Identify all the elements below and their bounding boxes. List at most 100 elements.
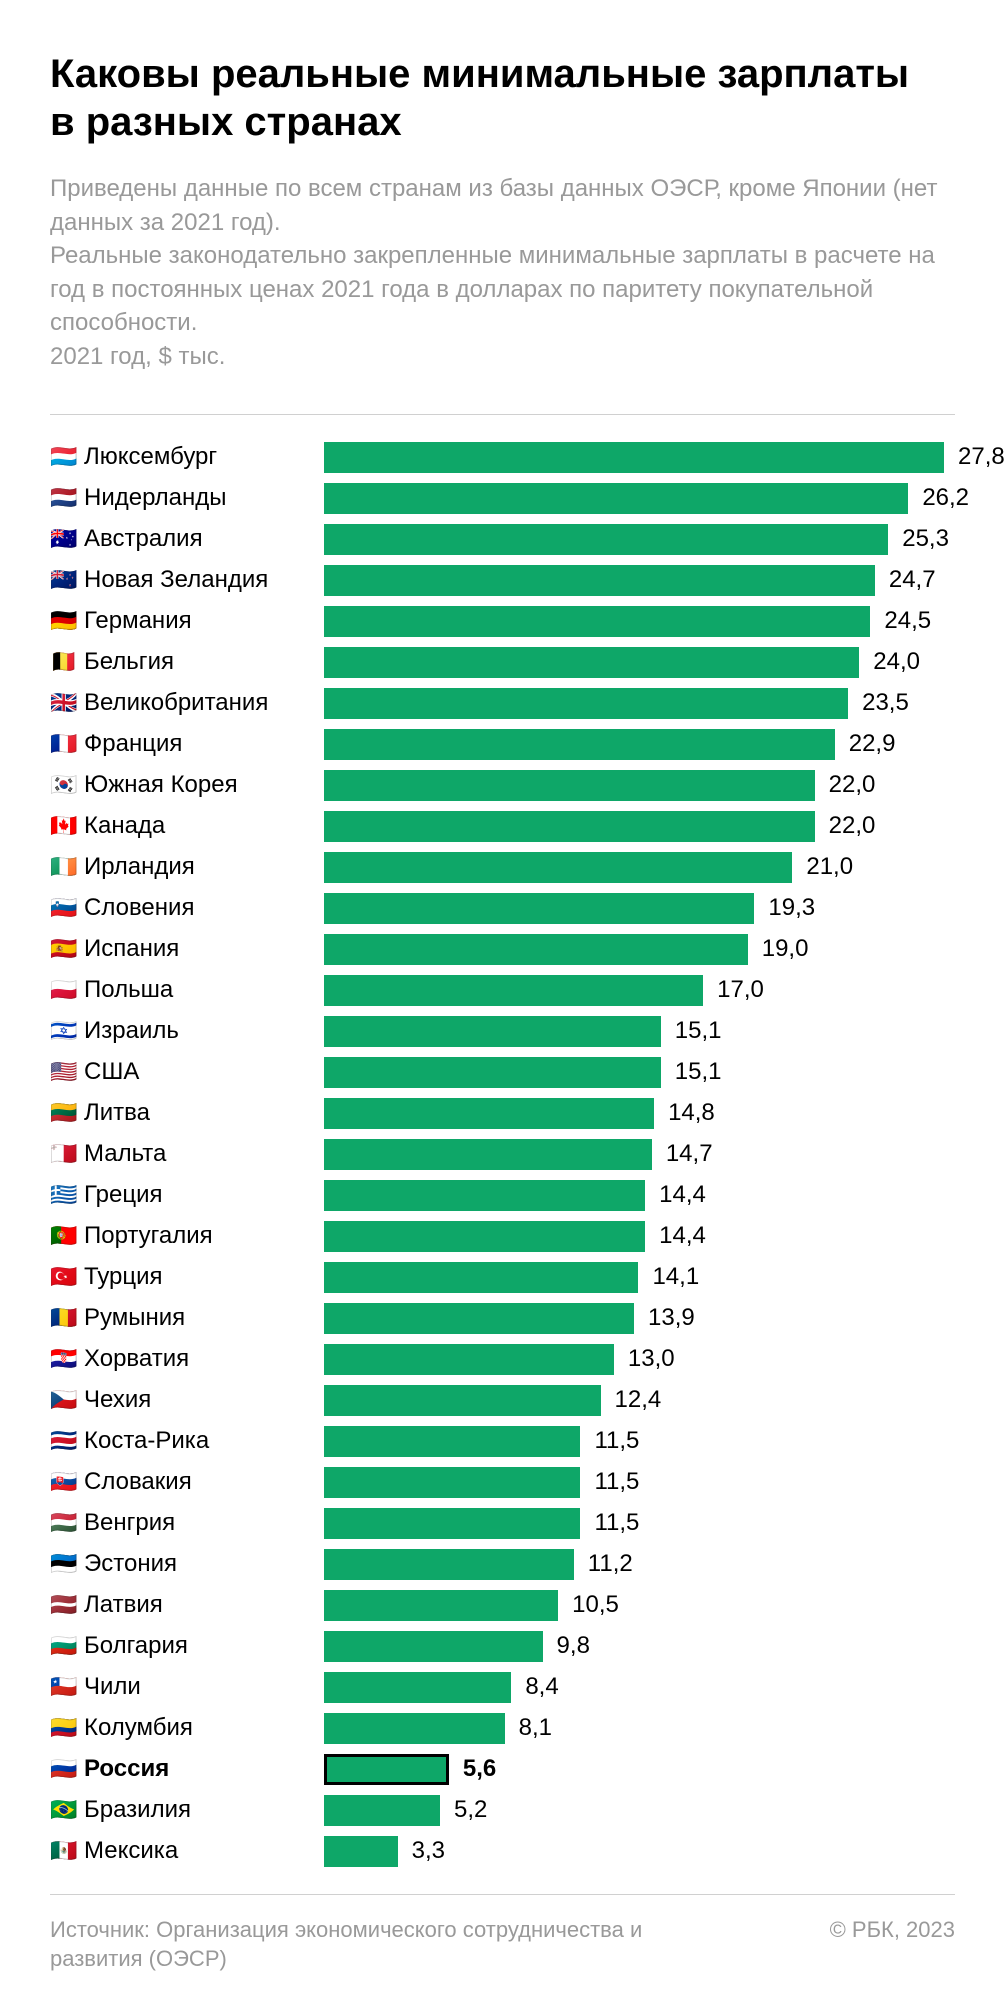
flag-icon: 🇨🇷	[50, 1430, 84, 1452]
infographic-container: Каковы реальные минимальные зарплаты в р…	[0, 0, 1005, 2004]
country-label: Румыния	[84, 1306, 324, 1330]
country-label: Венгрия	[84, 1511, 324, 1535]
bar	[324, 606, 870, 637]
chart-row: 🇸🇮Словения19,3	[50, 888, 955, 929]
bar-area: 26,2	[324, 478, 969, 519]
bar	[324, 647, 859, 678]
chart-row: 🇭🇺Венгрия 11,5	[50, 1503, 955, 1544]
chart-row: 🇮🇪Ирландия21,0	[50, 847, 955, 888]
bar	[324, 770, 815, 801]
bar	[324, 1549, 574, 1580]
flag-icon: 🇳🇱	[50, 487, 84, 509]
chart-row: 🇱🇺Люксембург27,8	[50, 437, 955, 478]
value-label: 14,8	[668, 1101, 715, 1125]
flag-icon: 🇺🇸	[50, 1061, 84, 1083]
country-label: Греция	[84, 1183, 324, 1207]
value-label: 3,3	[412, 1839, 445, 1863]
value-label: 23,5	[862, 691, 909, 715]
country-label: Бельгия	[84, 650, 324, 674]
value-label: 12,4	[615, 1388, 662, 1412]
country-label: Франция	[84, 732, 324, 756]
bar	[324, 1508, 580, 1539]
flag-icon: 🇷🇴	[50, 1307, 84, 1329]
country-label: Чили	[84, 1675, 324, 1699]
flag-icon: 🇸🇮	[50, 897, 84, 919]
bar-area: 19,3	[324, 888, 955, 929]
bar-area: 11,2	[324, 1544, 955, 1585]
copyright-text: © РБК, 2023	[830, 1915, 955, 1945]
country-label: Новая Зеландия	[84, 568, 324, 592]
bar-area: 22,0	[324, 806, 955, 847]
bar	[324, 893, 754, 924]
bar-area: 5,2	[324, 1790, 955, 1831]
chart-row: 🇰🇷Южная Корея22,0	[50, 765, 955, 806]
value-label: 24,5	[884, 609, 931, 633]
flag-icon: 🇬🇷	[50, 1184, 84, 1206]
bar-area: 19,0	[324, 929, 955, 970]
bar	[324, 729, 835, 760]
chart-row: 🇨🇱Чили8,4	[50, 1667, 955, 1708]
value-label: 13,0	[628, 1347, 675, 1371]
chart-row: 🇱🇹Литва14,8	[50, 1093, 955, 1134]
bar	[324, 1590, 558, 1621]
value-label: 11,5	[594, 1429, 639, 1453]
bar	[324, 1016, 661, 1047]
value-label: 11,2	[588, 1552, 633, 1576]
country-label: Австралия	[84, 527, 324, 551]
country-label: Израиль	[84, 1019, 324, 1043]
flag-icon: 🇳🇿	[50, 569, 84, 591]
value-label: 14,4	[659, 1183, 706, 1207]
bar-area: 13,9	[324, 1298, 955, 1339]
flag-icon: 🇲🇹	[50, 1143, 84, 1165]
bar-area: 17,0	[324, 970, 955, 1011]
flag-icon: 🇦🇺	[50, 528, 84, 550]
bar-area: 9,8	[324, 1626, 955, 1667]
chart-row: 🇵🇹Португалия14,4	[50, 1216, 955, 1257]
country-label: Хорватия	[84, 1347, 324, 1371]
bar	[324, 811, 815, 842]
flag-icon: 🇫🇷	[50, 733, 84, 755]
flag-icon: 🇲🇽	[50, 1840, 84, 1862]
chart-subtitle: Приведены данные по всем странам из базы…	[50, 172, 955, 374]
bar-area: 25,3	[324, 519, 955, 560]
country-label: Южная Корея	[84, 773, 324, 797]
value-label: 9,8	[557, 1634, 590, 1658]
value-label: 11,5	[594, 1470, 639, 1494]
country-label: Чехия	[84, 1388, 324, 1412]
flag-icon: 🇵🇱	[50, 979, 84, 1001]
country-label: Мексика	[84, 1839, 324, 1863]
bar-area: 24,0	[324, 642, 955, 683]
flag-icon: 🇷🇺	[50, 1758, 84, 1780]
bar-area: 23,5	[324, 683, 955, 724]
value-label: 11,5	[594, 1511, 639, 1535]
bar-area: 14,4	[324, 1175, 955, 1216]
chart-row: 🇷🇴Румыния13,9	[50, 1298, 955, 1339]
bar	[324, 688, 848, 719]
chart-row: 🇮🇱Израиль15,1	[50, 1011, 955, 1052]
value-label: 26,2	[922, 486, 969, 510]
value-label: 8,4	[525, 1675, 558, 1699]
bar-area: 14,1	[324, 1257, 955, 1298]
bar-area: 14,8	[324, 1093, 955, 1134]
flag-icon: 🇨🇿	[50, 1389, 84, 1411]
flag-icon: 🇪🇪	[50, 1553, 84, 1575]
bar	[324, 1262, 638, 1293]
value-label: 22,0	[829, 773, 876, 797]
bar-area: 10,5	[324, 1585, 955, 1626]
chart-row: 🇷🇺Россия5,6	[50, 1749, 955, 1790]
flag-icon: 🇭🇺	[50, 1512, 84, 1534]
bar	[324, 1221, 645, 1252]
bar	[324, 1180, 645, 1211]
country-label: Эстония	[84, 1552, 324, 1576]
chart-row: 🇨🇦Канада22,0	[50, 806, 955, 847]
bar	[324, 975, 703, 1006]
bar	[324, 1426, 580, 1457]
flag-icon: 🇹🇷	[50, 1266, 84, 1288]
value-label: 5,2	[454, 1798, 487, 1822]
flag-icon: 🇱🇹	[50, 1102, 84, 1124]
bar-area: 11,5	[324, 1421, 955, 1462]
country-label: Португалия	[84, 1224, 324, 1248]
value-label: 5,6	[463, 1757, 496, 1781]
value-label: 15,1	[675, 1060, 722, 1084]
country-label: Словакия	[84, 1470, 324, 1494]
